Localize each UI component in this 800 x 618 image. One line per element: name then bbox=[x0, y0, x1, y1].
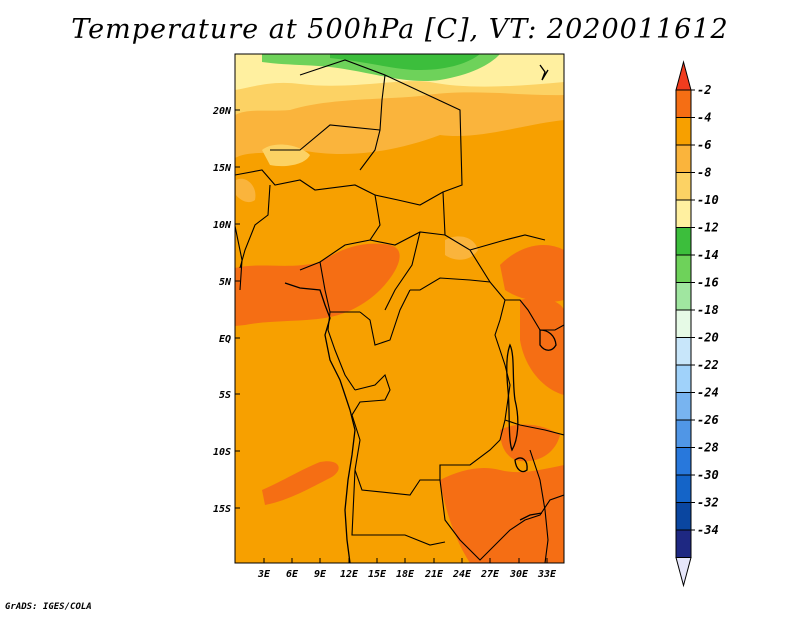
lon-label: 24E bbox=[452, 569, 472, 580]
colorbar-label: -28 bbox=[697, 441, 719, 455]
colorbar-label: -20 bbox=[697, 331, 719, 345]
lat-label: EQ bbox=[219, 334, 231, 345]
colorbar-box bbox=[675, 392, 692, 421]
lon-label: 12E bbox=[340, 569, 359, 580]
coastlines-lakes bbox=[284, 64, 557, 563]
lon-label: 6E bbox=[286, 569, 299, 580]
lon-label: 30E bbox=[509, 569, 529, 580]
colorbar-label: -6 bbox=[697, 138, 711, 152]
colorbar-label: -18 bbox=[697, 303, 719, 317]
lat-label: 15S bbox=[213, 504, 231, 515]
lon-label: 9E bbox=[314, 569, 327, 580]
lat-label: 5S bbox=[219, 390, 231, 401]
lat-label: 20N bbox=[212, 106, 232, 117]
colorbar-box bbox=[675, 199, 692, 228]
colorbar-box bbox=[675, 144, 692, 173]
colorbar-label: -30 bbox=[697, 468, 719, 482]
colorbar-label: -34 bbox=[697, 523, 719, 537]
colorbar-box bbox=[675, 117, 692, 146]
colorbar-box bbox=[675, 89, 692, 118]
lon-label: 21E bbox=[424, 569, 444, 580]
colorbar-bottom-arrow bbox=[675, 557, 692, 588]
lat-label: 10N bbox=[213, 220, 232, 231]
colorbar-box bbox=[675, 447, 692, 476]
colorbar-label: -22 bbox=[697, 358, 719, 372]
colorbar-label: -26 bbox=[697, 413, 719, 427]
lon-label: 18E bbox=[396, 569, 415, 580]
lon-label: 27E bbox=[480, 569, 500, 580]
colorbar-box bbox=[675, 529, 692, 558]
lon-label: 15E bbox=[368, 569, 387, 580]
colorbar-label: -4 bbox=[697, 111, 711, 125]
colorbar-box bbox=[675, 364, 692, 393]
colorbar-label: -32 bbox=[697, 496, 719, 510]
colorbar-box bbox=[675, 337, 692, 366]
colorbar: -2 -4 -6 -8 -10 -12 -14 -16 -18 -20 -22 -24 -26 -28 -3… bbox=[675, 60, 719, 588]
lon-label: 33E bbox=[537, 569, 557, 580]
colorbar-label: -2 bbox=[697, 83, 711, 97]
colorbar-box bbox=[675, 419, 692, 448]
colorbar-label: -14 bbox=[697, 248, 719, 262]
lon-label: 3E bbox=[257, 569, 271, 580]
colorbar-label: -16 bbox=[697, 276, 719, 290]
colorbar-box bbox=[675, 502, 692, 531]
colorbar-box bbox=[675, 254, 692, 283]
colorbar-box bbox=[675, 309, 692, 338]
longitude-axis: 3E 6E 9E 12E 15E 18E 21E 24E 27E 30E 33E bbox=[257, 558, 557, 580]
grads-credit: GrADS: IGES/COLA bbox=[5, 602, 92, 612]
lat-label: 15N bbox=[213, 163, 232, 174]
colorbar-box bbox=[675, 172, 692, 201]
colorbar-top-arrow bbox=[675, 60, 692, 91]
map-frame bbox=[234, 53, 565, 564]
colorbar-label: -12 bbox=[697, 221, 719, 235]
temperature-field bbox=[235, 54, 564, 563]
colorbar-box bbox=[675, 474, 692, 503]
lat-label: 10S bbox=[213, 447, 231, 458]
colorbar-box bbox=[675, 282, 692, 311]
colorbar-label: -24 bbox=[697, 386, 719, 400]
lat-label: 5N bbox=[219, 277, 232, 288]
colorbar-label: -8 bbox=[697, 166, 711, 180]
map-title: Temperature at 500hPa [C], VT: 202001161… bbox=[71, 14, 729, 45]
colorbar-label: -10 bbox=[697, 193, 719, 207]
colorbar-box bbox=[675, 227, 692, 256]
country-boundaries bbox=[235, 59, 564, 563]
latitude-axis: 20N 15N 10N 5N EQ 5S 10S 15S bbox=[212, 106, 240, 515]
